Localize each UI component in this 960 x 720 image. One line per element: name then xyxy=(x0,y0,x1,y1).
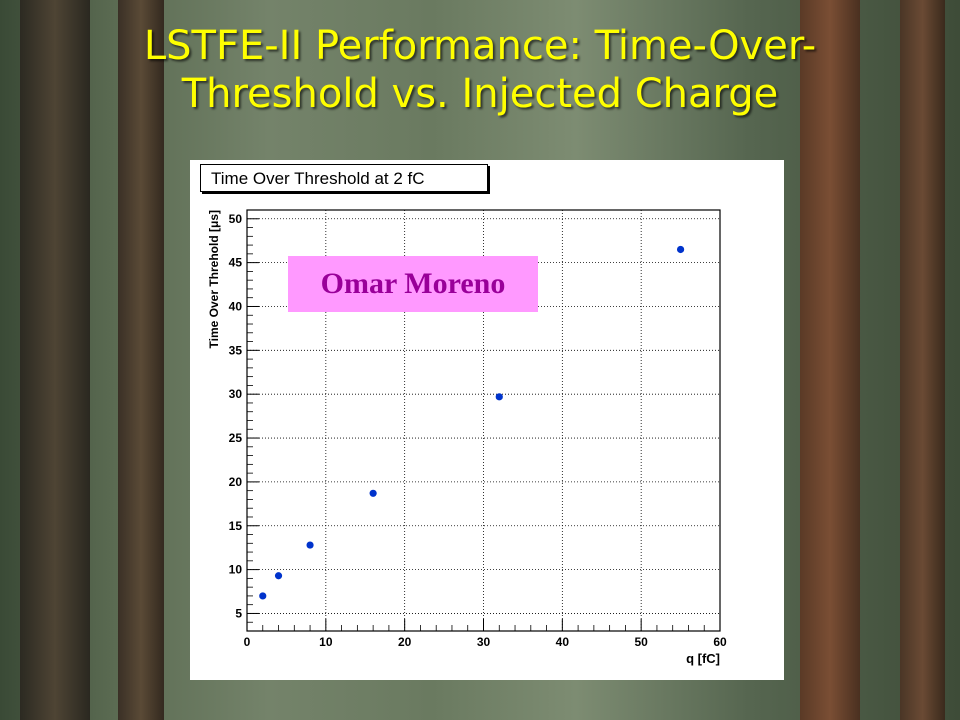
data-point xyxy=(274,572,283,580)
y-tick-label: 50 xyxy=(229,212,243,226)
slide-title-line1: LSTFE-II Performance: Time-Over- xyxy=(143,23,817,69)
data-point xyxy=(259,592,267,600)
author-label: Omar Moreno xyxy=(288,256,538,312)
data-point xyxy=(369,489,377,497)
x-tick-label: 10 xyxy=(319,635,333,649)
y-tick-label: 5 xyxy=(235,606,242,620)
tree-trunk-decoration xyxy=(20,0,90,720)
y-tick-label: 25 xyxy=(229,431,243,445)
y-tick-label: 15 xyxy=(229,519,243,533)
x-tick-label: 0 xyxy=(244,635,251,649)
x-tick-label: 40 xyxy=(556,635,570,649)
y-tick-label: 40 xyxy=(229,299,243,313)
slide-title-line2: Threshold vs. Injected Charge xyxy=(181,71,779,117)
x-axis-label: q [fC] xyxy=(686,651,720,666)
y-axis-label: Time Over Threhold [μs] xyxy=(207,210,221,348)
x-tick-label: 30 xyxy=(477,635,491,649)
y-tick-label: 20 xyxy=(229,475,243,489)
y-tick-label: 10 xyxy=(229,563,243,577)
data-point xyxy=(495,393,503,401)
x-tick-label: 50 xyxy=(634,635,648,649)
y-tick-label: 30 xyxy=(229,387,243,401)
slide-title: LSTFE-II Performance: Time-Over- Thresho… xyxy=(0,22,960,118)
y-tick-label: 45 xyxy=(229,256,243,270)
data-point xyxy=(676,245,685,254)
scatter-plot: 0 10 20 30 40 50 60 5 10 15 20 25 30 35 40 45 50 q [fC] Ti… xyxy=(207,209,727,666)
tree-trunk-decoration xyxy=(900,0,945,720)
chart-title: Time Over Threshold at 2 fC xyxy=(200,164,488,192)
y-tick-label: 35 xyxy=(229,343,243,357)
tree-trunk-decoration xyxy=(800,0,860,720)
tree-trunk-decoration xyxy=(118,0,164,720)
data-point xyxy=(306,541,314,549)
x-tick-label: 60 xyxy=(713,635,727,649)
plot-panel: Time Over Threshold at 2 fC 0 10 20 30 40 50 6… xyxy=(190,160,784,680)
x-tick-label: 20 xyxy=(398,635,412,649)
